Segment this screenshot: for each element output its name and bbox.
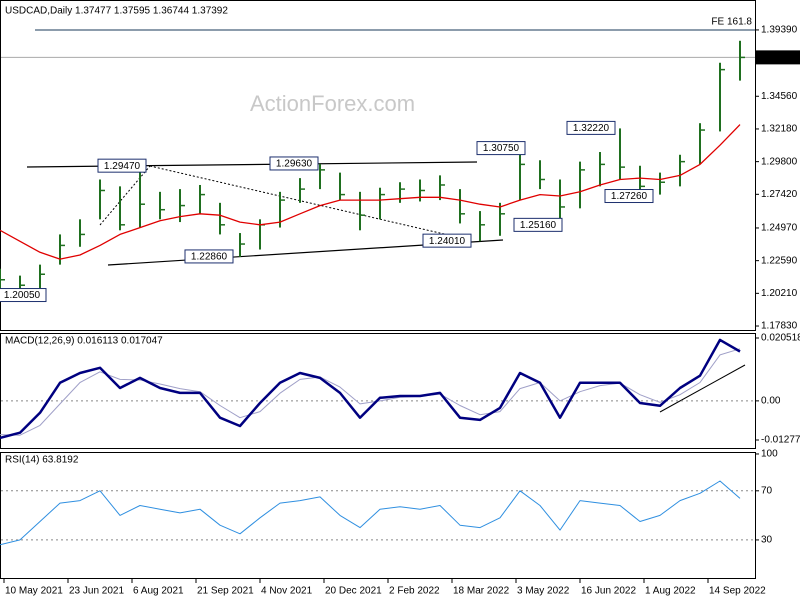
level-box xyxy=(476,141,526,156)
x-tick-label: 6 Aug 2021 xyxy=(133,586,184,597)
x-tick-label: 21 Sep 2021 xyxy=(197,586,254,597)
level-label: 1.29630 xyxy=(276,159,313,170)
y-tick-label: 1.17830 xyxy=(761,321,798,332)
y-tick-label: 1.39390 xyxy=(761,25,798,36)
rsi-panel xyxy=(0,452,756,579)
x-tick-label: 1 Aug 2022 xyxy=(645,586,696,597)
line-series xyxy=(0,338,741,440)
level-label: 1.32220 xyxy=(573,123,610,134)
level-box xyxy=(97,158,147,173)
trendline xyxy=(99,165,151,226)
level-box xyxy=(513,217,563,232)
level-label: 1.24010 xyxy=(429,236,466,247)
level-label: 1.30750 xyxy=(483,143,520,154)
macd-panel xyxy=(0,333,756,449)
x-tick-label: 20 Dec 2021 xyxy=(325,586,382,597)
level-label: 1.29470 xyxy=(104,161,141,172)
level-box xyxy=(422,233,472,248)
x-tick-label: 10 May 2021 xyxy=(5,586,63,597)
price-panel xyxy=(0,0,756,331)
x-tick-label: 2 Feb 2022 xyxy=(389,586,440,597)
y-tick-label: 70 xyxy=(761,485,773,496)
y-tick-label: 1.27420 xyxy=(761,189,798,200)
level-box xyxy=(0,288,47,303)
line-series xyxy=(0,124,741,260)
level-box xyxy=(269,156,319,171)
x-tick-label: 4 Nov 2021 xyxy=(261,586,313,597)
line-series xyxy=(0,480,741,546)
x-tick-label: 14 Sep 2022 xyxy=(709,586,766,597)
y-tick-label: 1.29800 xyxy=(761,156,798,167)
fe-label: FE 161.8 xyxy=(711,17,752,28)
x-tick-label: 16 Jun 2022 xyxy=(581,586,636,597)
y-tick-label: 1.34560 xyxy=(761,91,798,102)
y-tick-label: 1.20210 xyxy=(761,288,798,299)
level-label: 1.20050 xyxy=(4,290,41,301)
last-price-box xyxy=(756,50,800,65)
macd-title: MACD(12,26,9) 0.016113 0.017047 xyxy=(5,336,163,347)
level-box xyxy=(184,249,234,264)
level-label: 1.25160 xyxy=(520,220,557,231)
level-label: 1.22860 xyxy=(191,252,228,263)
x-tick-label: 18 Mar 2022 xyxy=(453,586,510,597)
y-tick-label: 1.22590 xyxy=(761,255,798,266)
rsi-title: RSI(14) 63.8192 xyxy=(5,455,79,466)
trendline xyxy=(659,364,746,413)
y-tick-label: 30 xyxy=(761,535,773,546)
level-box xyxy=(604,189,654,204)
y-tick-label: 1.32180 xyxy=(761,124,798,135)
last-price-label: 1.37392 xyxy=(759,52,796,63)
y-tick-label: 0.020518 xyxy=(761,333,800,344)
level-label: 1.27260 xyxy=(611,191,648,202)
y-tick-label: 1.24970 xyxy=(761,223,798,234)
watermark: ActionForex.com xyxy=(250,91,415,116)
y-tick-label: 100 xyxy=(761,449,778,460)
y-tick-label: 0.00 xyxy=(761,396,781,407)
x-tick-label: 23 Jun 2021 xyxy=(69,586,124,597)
trendline xyxy=(149,165,471,241)
level-box xyxy=(566,120,616,135)
x-tick-label: 3 May 2022 xyxy=(517,586,570,597)
chart-title: USDCAD,Daily 1.37477 1.37595 1.36744 1.3… xyxy=(5,6,228,17)
